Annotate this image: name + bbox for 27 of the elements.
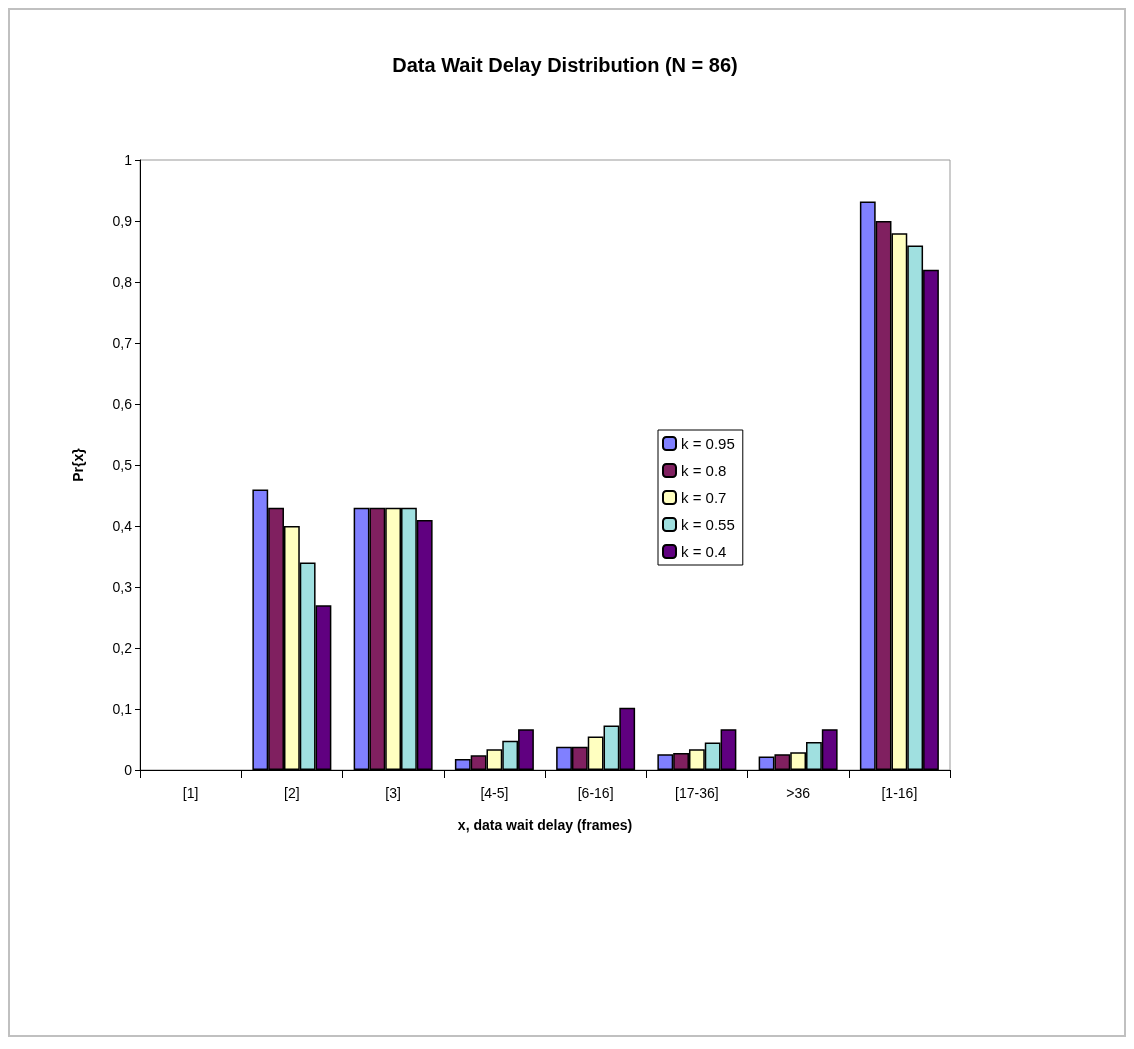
x-tick-label: [2]	[284, 785, 300, 801]
legend-label: k = 0.95	[681, 435, 735, 452]
y-axis-title: Pr{x}	[70, 447, 86, 482]
y-tick-label: 0,6	[112, 396, 133, 412]
y-tick-label: 0,8	[112, 274, 133, 290]
y-tick-label: 0,4	[112, 518, 133, 534]
x-tick-label: [1-16]	[881, 785, 918, 801]
x-tick-label: [17-36]	[675, 785, 719, 801]
chart-title: Data Wait Delay Distribution (N = 86)	[392, 54, 738, 76]
legend-label: k = 0.4	[681, 543, 727, 560]
x-tick-label: [6-16]	[577, 785, 614, 801]
y-tick-label: 0,1	[112, 701, 133, 717]
legend-label: k = 0.8	[681, 462, 727, 479]
x-tick-label: [1]	[182, 785, 199, 801]
y-tick-label: 0	[124, 762, 133, 778]
x-axis-title: x, data wait delay (frames)	[457, 817, 633, 833]
y-tick-label: 0,9	[112, 213, 133, 229]
y-tick-label: 1	[124, 152, 133, 168]
x-tick-label: >36	[786, 785, 811, 801]
y-tick-label: 0,3	[112, 579, 133, 595]
y-tick-label: 0,2	[112, 640, 133, 656]
legend-label: k = 0.55	[681, 516, 735, 533]
legend-label: k = 0.7	[681, 489, 727, 506]
y-tick-label: 0,5	[112, 457, 133, 473]
y-tick-label: 0,7	[112, 335, 133, 351]
x-tick-label: [3]	[385, 785, 401, 801]
x-tick-label: [4-5]	[480, 785, 509, 801]
